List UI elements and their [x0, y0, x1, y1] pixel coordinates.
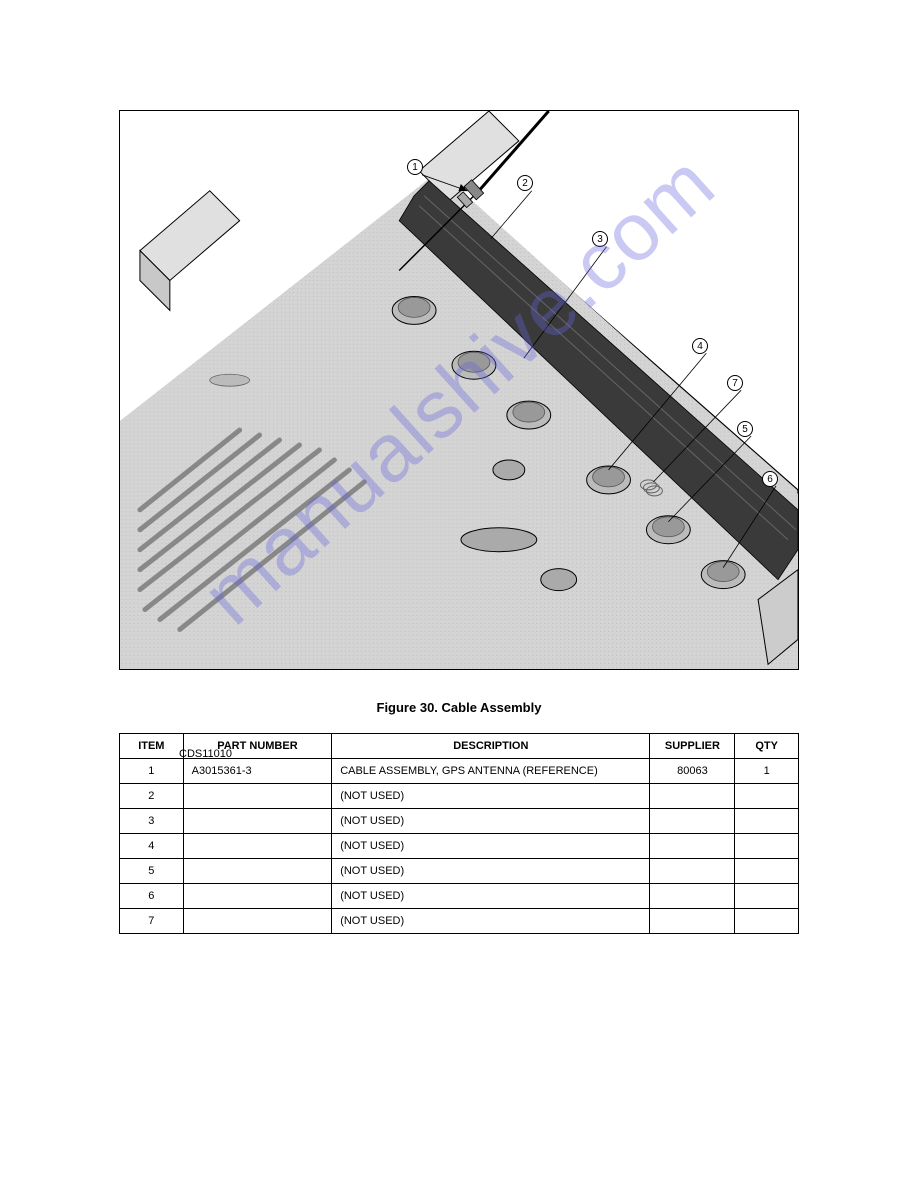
th-desc: DESCRIPTION [332, 734, 650, 759]
table-row: 6 (NOT USED) [120, 884, 799, 909]
cell-sup [650, 909, 735, 934]
cell-desc: (NOT USED) [332, 884, 650, 909]
table-row: 7 (NOT USED) [120, 909, 799, 934]
table-row: 5 (NOT USED) [120, 859, 799, 884]
cell-item: 7 [120, 909, 184, 934]
cell-qty [735, 834, 799, 859]
th-item: ITEM [120, 734, 184, 759]
cell-item: 6 [120, 884, 184, 909]
table-row: 4 (NOT USED) [120, 834, 799, 859]
cell-part [183, 884, 332, 909]
cell-qty [735, 809, 799, 834]
cell-qty [735, 859, 799, 884]
cell-item: 2 [120, 784, 184, 809]
cell-part [183, 809, 332, 834]
cell-qty [735, 784, 799, 809]
hole-1 [493, 460, 525, 480]
cell-desc: (NOT USED) [332, 834, 650, 859]
figure-code: CDS11010 [179, 748, 232, 760]
cell-desc: (NOT USED) [332, 809, 650, 834]
callout-2: 2 [517, 175, 533, 191]
hole-2 [541, 569, 577, 591]
cell-part [183, 834, 332, 859]
table-body: 1A3015361-3CABLE ASSEMBLY, GPS ANTENNA (… [120, 759, 799, 934]
callout-5: 5 [737, 421, 753, 437]
callout-1: 1 [407, 159, 423, 175]
figure-frame: 1234756 manualshive.com [119, 110, 799, 670]
cell-sup [650, 809, 735, 834]
cell-item: 4 [120, 834, 184, 859]
slot-hole [461, 528, 537, 552]
cell-qty: 1 [735, 759, 799, 784]
callout-6: 6 [762, 471, 778, 487]
cell-sup [650, 784, 735, 809]
parts-table: ITEM PART NUMBER DESCRIPTION SUPPLIER QT… [119, 733, 799, 934]
page-container: 1234756 manualshive.com CDS11010 Figure … [60, 110, 858, 934]
cell-part: A3015361-3 [183, 759, 332, 784]
cell-sup [650, 884, 735, 909]
cell-sup: 80063 [650, 759, 735, 784]
table-row: 1A3015361-3CABLE ASSEMBLY, GPS ANTENNA (… [120, 759, 799, 784]
cell-part [183, 909, 332, 934]
cell-desc: (NOT USED) [332, 859, 650, 884]
cell-qty [735, 884, 799, 909]
callout-7: 7 [727, 375, 743, 391]
th-sup: SUPPLIER [650, 734, 735, 759]
small-slot [210, 374, 250, 386]
cell-part [183, 784, 332, 809]
cell-desc: (NOT USED) [332, 909, 650, 934]
cell-item: 5 [120, 859, 184, 884]
cell-sup [650, 859, 735, 884]
cell-part [183, 859, 332, 884]
cell-sup [650, 834, 735, 859]
cell-desc: (NOT USED) [332, 784, 650, 809]
table-row: 2 (NOT USED) [120, 784, 799, 809]
cell-item: 1 [120, 759, 184, 784]
table-row: 3 (NOT USED) [120, 809, 799, 834]
cell-qty [735, 909, 799, 934]
technical-diagram [120, 111, 798, 669]
cell-desc: CABLE ASSEMBLY, GPS ANTENNA (REFERENCE) [332, 759, 650, 784]
cell-item: 3 [120, 809, 184, 834]
callout-3: 3 [592, 231, 608, 247]
th-qty: QTY [735, 734, 799, 759]
callout-4: 4 [692, 338, 708, 354]
figure-caption: Figure 30. Cable Assembly [60, 700, 858, 715]
